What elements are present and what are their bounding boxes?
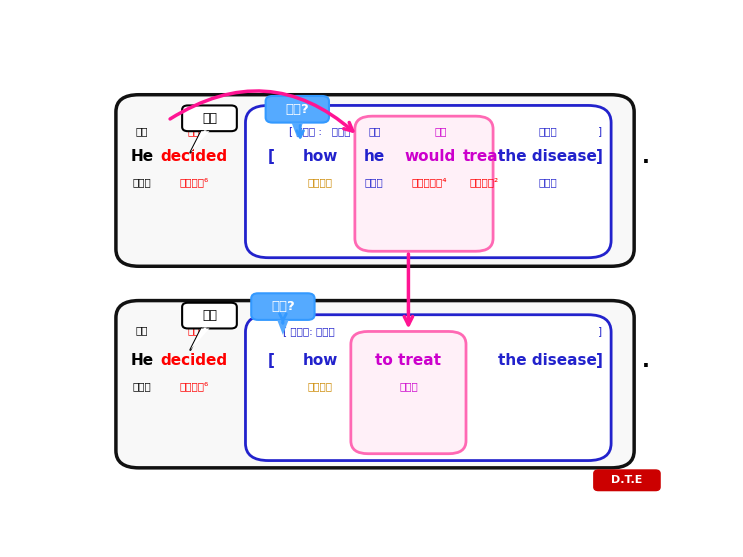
Text: 명사구: 명사구 xyxy=(539,178,557,188)
Text: decided: decided xyxy=(160,149,227,164)
Text: 동사원형²: 동사원형² xyxy=(470,178,499,188)
Text: [: [ xyxy=(268,149,275,164)
Text: ]: ] xyxy=(597,126,602,136)
Text: ]: ] xyxy=(596,353,603,368)
Text: would: would xyxy=(404,149,455,164)
Polygon shape xyxy=(277,320,288,335)
Text: he: he xyxy=(363,149,385,164)
Text: ]: ] xyxy=(596,149,603,164)
Text: [ 명사구: 목적어: [ 명사구: 목적어 xyxy=(283,326,334,336)
Text: 의문부사: 의문부사 xyxy=(308,382,333,392)
Text: 대명사: 대명사 xyxy=(132,382,151,392)
Text: 정형동사⁶: 정형동사⁶ xyxy=(179,178,208,188)
Text: how: how xyxy=(302,149,338,164)
Text: treat: treat xyxy=(463,149,506,164)
Text: 대명사: 대명사 xyxy=(132,178,151,188)
Text: 명사구: 명사구 xyxy=(399,382,418,392)
Text: how: how xyxy=(302,353,338,368)
FancyBboxPatch shape xyxy=(116,301,635,468)
Text: [ 명사절 :   수식어: [ 명사절 : 수식어 xyxy=(288,126,350,136)
Text: ]: ] xyxy=(597,326,602,336)
FancyBboxPatch shape xyxy=(351,331,466,454)
Polygon shape xyxy=(190,329,210,350)
Text: decided: decided xyxy=(160,353,227,368)
Polygon shape xyxy=(192,328,207,348)
Text: 주어: 주어 xyxy=(369,126,381,136)
FancyBboxPatch shape xyxy=(182,302,237,329)
FancyBboxPatch shape xyxy=(251,294,314,320)
Text: He: He xyxy=(130,149,153,164)
Text: 주절: 주절 xyxy=(202,309,217,322)
Text: 정형조동사⁴: 정형조동사⁴ xyxy=(412,178,447,188)
Polygon shape xyxy=(291,123,303,138)
Text: He: He xyxy=(130,353,153,368)
Text: 목적어: 목적어 xyxy=(539,126,557,136)
FancyBboxPatch shape xyxy=(266,96,329,123)
Text: 대명사: 대명사 xyxy=(365,178,383,188)
FancyBboxPatch shape xyxy=(116,95,635,266)
Text: 동사: 동사 xyxy=(435,126,447,136)
Text: D.T.E: D.T.E xyxy=(611,475,643,485)
Text: .: . xyxy=(642,350,649,370)
Polygon shape xyxy=(192,130,207,150)
Text: 동사: 동사 xyxy=(187,126,200,136)
Text: 무쥿?: 무쥿? xyxy=(271,300,295,313)
FancyBboxPatch shape xyxy=(245,315,611,461)
Text: 정형동사⁶: 정형동사⁶ xyxy=(179,382,208,392)
Text: 의문부사: 의문부사 xyxy=(308,178,333,188)
FancyBboxPatch shape xyxy=(594,470,660,491)
Text: the disease: the disease xyxy=(499,353,597,368)
Text: .: . xyxy=(642,147,649,167)
FancyBboxPatch shape xyxy=(355,116,493,251)
Text: 주절: 주절 xyxy=(202,112,217,125)
Polygon shape xyxy=(190,131,210,153)
FancyBboxPatch shape xyxy=(182,105,237,131)
FancyBboxPatch shape xyxy=(245,105,611,258)
Text: 무쥿?: 무쥿? xyxy=(285,103,309,116)
Text: 주어: 주어 xyxy=(135,126,148,136)
Text: 주어: 주어 xyxy=(135,326,148,336)
Text: [: [ xyxy=(268,353,275,368)
Text: the disease: the disease xyxy=(499,149,597,164)
Text: to treat: to treat xyxy=(375,353,441,368)
Text: 동사: 동사 xyxy=(187,326,200,336)
